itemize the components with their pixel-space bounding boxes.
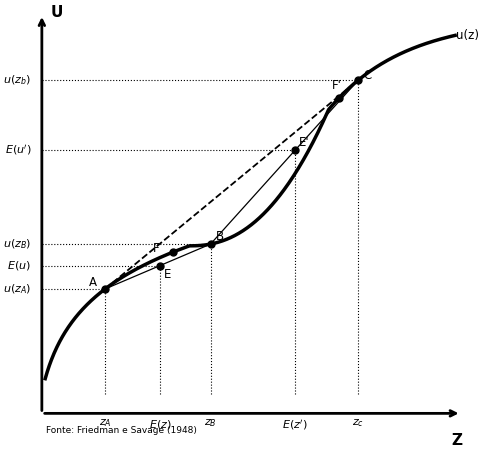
Text: $E(u)$: $E(u)$ [7, 259, 31, 272]
Text: Z: Z [452, 433, 463, 448]
Point [354, 77, 362, 84]
Point [291, 147, 299, 154]
Point [169, 249, 177, 256]
Text: u(z): u(z) [456, 29, 479, 42]
Point [156, 262, 164, 269]
Text: C: C [363, 69, 372, 82]
Text: $u(z_b)$: $u(z_b)$ [3, 73, 31, 87]
Point [335, 94, 343, 101]
Text: E': E' [299, 136, 310, 149]
Text: $E(u')$: $E(u')$ [4, 143, 31, 158]
Text: $u(z_A)$: $u(z_A)$ [3, 282, 31, 296]
Text: Fonte: Friedman e Savage (1948): Fonte: Friedman e Savage (1948) [46, 426, 197, 435]
Point [101, 286, 109, 293]
Text: B: B [216, 230, 224, 243]
Text: F': F' [332, 79, 342, 92]
Text: F: F [153, 242, 160, 255]
Point [207, 241, 214, 248]
Text: $u(z_B)$: $u(z_B)$ [3, 237, 31, 251]
Text: U: U [50, 5, 62, 20]
Text: E: E [164, 268, 171, 281]
Text: A: A [89, 276, 96, 289]
